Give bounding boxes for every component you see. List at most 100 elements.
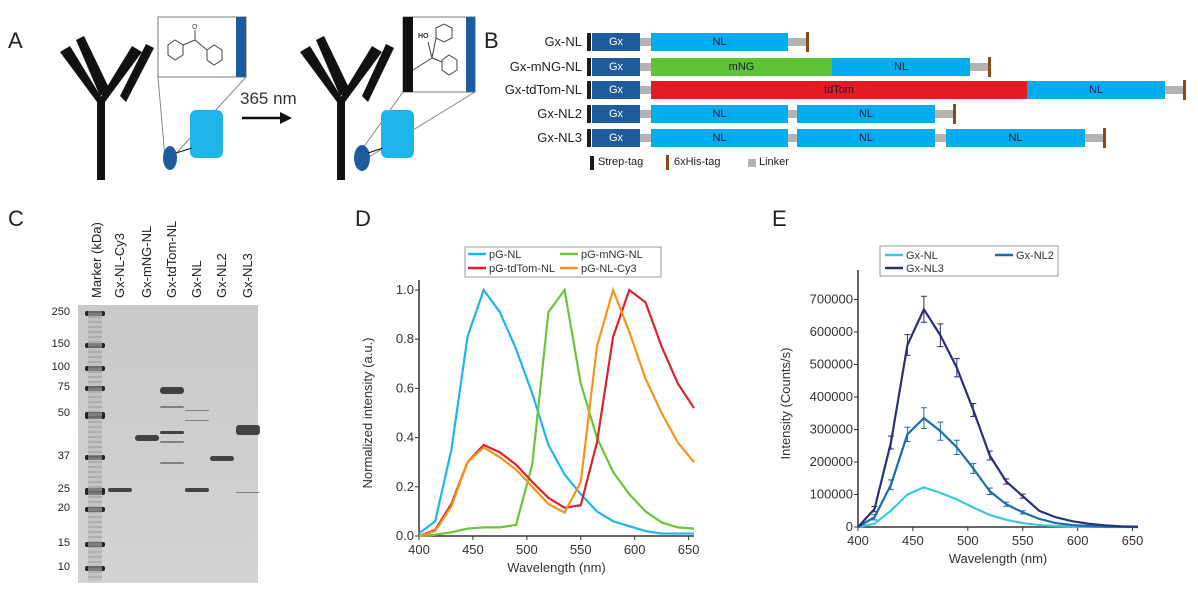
nanoluc-domain [190,110,223,158]
construct-diagram: Gx-NL Gx NL Gx-mNG-NL Gx mNG NL Gx-tdTom-NL Gx td… [0,0,1198,180]
error-bar [953,358,960,378]
x-tick-label: 550 [570,542,592,557]
protein-band [160,386,184,394]
x-tick-label: 500 [516,542,538,557]
lane-label: Gx-NL3 [240,253,255,298]
lane-label: Marker (kDa) [89,222,104,298]
linker [640,86,651,94]
legend-box [464,246,662,278]
linker [640,110,651,118]
domain-nl: NL [651,105,788,123]
linker [788,134,797,142]
legend-label: pG-NL-Cy3 [581,263,637,275]
linker [970,63,988,71]
his-tag [1183,80,1186,100]
domain-nl: NL [832,58,970,76]
construct-label: Gx-NL [544,34,582,49]
linker [640,38,651,46]
linker [788,110,797,118]
series-line-pg-tdtom-nl [418,288,695,538]
error-bar [887,479,894,491]
domain-nl: NL [651,129,788,147]
his-tag [1103,128,1106,148]
x-tick-label: 650 [678,542,700,557]
marker-kda-label: 100 [51,361,70,373]
marker-kda-label: 150 [51,338,70,350]
y-tick-label: 300000 [810,422,853,437]
legend-label: pG-tdTom-NL [489,263,555,275]
panel-a-schematic: O 365 nm HO [60,16,476,180]
error-bar [937,421,944,441]
series-line-gx-nl [857,486,1138,529]
lane-label: Gx-mNG-NL [139,225,154,298]
protein-band [236,491,260,493]
marker-kda-label: 15 [57,537,70,549]
y-tick-label: 0.0 [396,528,414,543]
marker-ladder-smear [88,311,102,581]
x-tick-label: 450 [462,542,484,557]
legend-label: Gx-NL [906,250,938,262]
marker-kda-label: 50 [57,407,70,419]
protein-band [160,430,184,434]
marker-kda-label: 20 [57,502,70,514]
error-bar [1019,510,1026,515]
protein-band [135,435,159,441]
strep-tag [587,105,591,123]
error-bar [871,514,878,521]
y-tick-label: 100000 [810,487,853,502]
linker [788,38,806,46]
protein-band [185,409,209,411]
domain-tdtom: tdTom [651,81,1027,99]
legend-box [879,245,1059,277]
marker-kda-label: 75 [57,381,70,393]
y-tick-label: 600000 [810,324,853,339]
linker [1165,86,1183,94]
error-bar [920,295,927,323]
legend-label: Gx-NL2 [1016,250,1054,262]
marker-kda-label: 25 [57,483,70,495]
antibody-icon-left [60,36,154,180]
sds-page-gel [78,305,260,583]
domain-nl: NL [651,33,788,51]
y-tick-label: 400000 [810,389,853,404]
domain-nl: NL [1027,81,1165,99]
error-bar [1003,501,1010,507]
domain-gx: Gx [592,58,640,76]
construct-label: Gx-NL3 [537,130,582,145]
legend-label: pG-NL [489,249,521,261]
legend-label: Gx-NL3 [906,263,944,275]
domain-gx: Gx [592,81,640,99]
protein-band [236,425,260,435]
series-line-pg-nl [418,287,694,535]
x-axis-title: Wavelength (nm) [949,551,1048,566]
y-tick-label: 200000 [810,454,853,469]
benzophenone-structure-icon [167,30,223,66]
x-tick-label: 600 [624,542,646,557]
panel-label-a: A [8,28,23,53]
y-tick-label: 0.4 [396,430,414,445]
y-tick-label: 0 [846,519,853,534]
domain-mng: mNG [651,58,832,76]
x-tick-label: 450 [902,533,924,548]
strep-tag [587,129,591,147]
antibody-icon-right [300,36,394,180]
legend-his-label: 6xHis-tag [674,156,721,168]
carbonyl-label: O [192,24,198,31]
protein-band [185,488,209,492]
domain-nl: NL [797,129,935,147]
domain-gx: Gx [592,33,640,51]
legend-his-swatch [666,155,669,170]
panel-label-c: C [8,206,24,231]
legend-label: pG-mNG-NL [581,249,643,261]
domain-nl: NL [946,129,1085,147]
error-bar [937,323,944,348]
x-tick-label: 650 [1122,533,1144,548]
series-line-gx-nl2 [857,416,1139,529]
error-bar [970,463,977,474]
linker [1085,134,1103,142]
crosslink-structure-icon [412,23,458,76]
his-tag [988,57,991,77]
series-line-pg-nl-cy3 [418,286,695,538]
hydroxyl-label: HO [418,33,429,40]
y-tick-label: 0.2 [396,479,414,494]
